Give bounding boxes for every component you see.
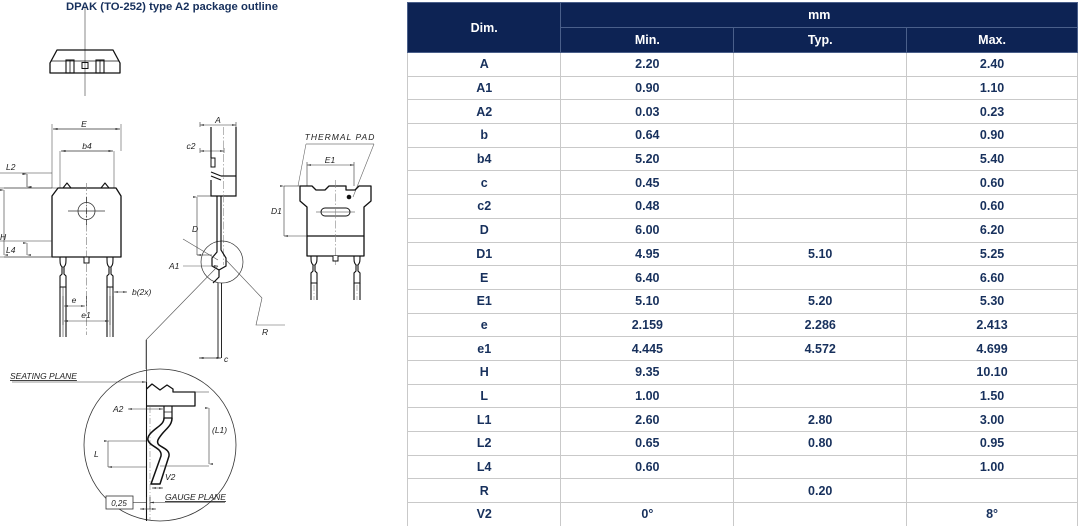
svg-text:0,25: 0,25 bbox=[111, 499, 127, 508]
svg-text:c2: c2 bbox=[187, 141, 196, 151]
svg-text:A: A bbox=[214, 115, 221, 125]
svg-text:THERMAL PAD: THERMAL PAD bbox=[305, 132, 376, 142]
svg-text:e: e bbox=[72, 295, 77, 305]
svg-text:c: c bbox=[224, 354, 229, 364]
svg-text:E: E bbox=[81, 119, 87, 129]
svg-text:(L1): (L1) bbox=[212, 425, 227, 435]
svg-text:b(2x): b(2x) bbox=[132, 287, 152, 297]
svg-text:b4: b4 bbox=[82, 141, 92, 151]
svg-text:A2: A2 bbox=[112, 404, 124, 414]
svg-text:V2: V2 bbox=[165, 472, 176, 482]
svg-text:H: H bbox=[0, 232, 7, 242]
svg-text:E1: E1 bbox=[325, 155, 336, 165]
svg-text:D1: D1 bbox=[271, 206, 282, 216]
svg-text:A1: A1 bbox=[168, 261, 180, 271]
svg-text:e1: e1 bbox=[81, 310, 91, 320]
svg-text:GAUGE PLANE: GAUGE PLANE bbox=[165, 492, 226, 502]
svg-text:L: L bbox=[94, 449, 99, 459]
svg-text:R: R bbox=[262, 327, 268, 337]
svg-text:L4: L4 bbox=[6, 245, 16, 255]
svg-text:SEATING PLANE: SEATING PLANE bbox=[10, 371, 77, 381]
svg-text:L2: L2 bbox=[6, 162, 16, 172]
